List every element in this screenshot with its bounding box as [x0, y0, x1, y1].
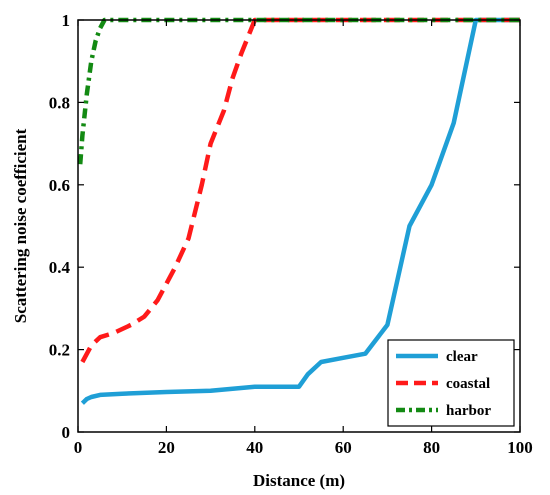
x-tick-label: 60 [335, 438, 352, 457]
plot-lines [77, 17, 520, 405]
x-tick-label: 80 [423, 438, 440, 457]
legend-label-coastal: coastal [446, 376, 490, 392]
axis-ticks [77, 19, 521, 433]
series-line-coastal [80, 17, 520, 364]
legend: clear coastal harbor [387, 339, 515, 427]
y-tick-label: 0 [62, 423, 71, 442]
y-tick-label: 0.6 [49, 176, 70, 195]
x-tick-label: 40 [246, 438, 263, 457]
legend-label-clear: clear [446, 349, 478, 365]
plot-frame [77, 19, 521, 433]
x-tick-label: 20 [158, 438, 175, 457]
y-tick-label: 0.2 [49, 341, 70, 360]
y-tick-label: 0.8 [49, 93, 70, 112]
x-axis-title: Distance (m) [253, 471, 345, 490]
legend-label-harbor: harbor [446, 403, 491, 419]
series-line-harbor [77, 17, 520, 165]
y-axis-title: Scattering noise coefficient [11, 128, 30, 323]
y-tick-label: 1 [62, 11, 71, 30]
x-tick-label: 100 [507, 438, 533, 457]
tick-labels: 0 20 40 60 80 100 0 0.2 0.4 0.6 0.8 1 [49, 11, 533, 457]
y-tick-label: 0.4 [49, 258, 71, 277]
series-line-clear [80, 17, 520, 405]
x-tick-label: 0 [74, 438, 83, 457]
